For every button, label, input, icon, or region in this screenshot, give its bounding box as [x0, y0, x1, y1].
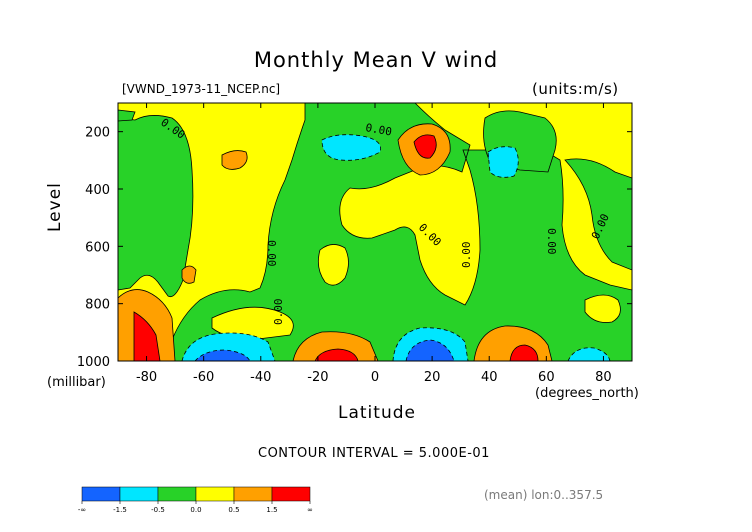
contour-interval: CONTOUR INTERVAL = 5.000E-01: [258, 446, 490, 461]
x-axis: -80 -60 -40 -20 0 20 40 60 80: [136, 103, 612, 385]
mean-info: (mean) lon:0..357.5: [484, 488, 604, 502]
y-tick-label: 200: [85, 126, 110, 141]
region-cyan-north-low: [567, 347, 611, 361]
y-tick-label: 600: [85, 240, 110, 255]
x-tick-label: -40: [250, 370, 271, 385]
colorbar-label: 1.5: [266, 506, 277, 514]
x-axis-label: Latitude: [338, 403, 416, 423]
contour-label: 0.00: [272, 299, 285, 326]
x-tick-label: -20: [307, 370, 328, 385]
y-axis-unit: (millibar): [47, 375, 106, 390]
colorbar-label: -0.5: [151, 506, 165, 514]
region-green-top-left: [118, 109, 136, 122]
region-green-east: [564, 158, 632, 271]
colorbar-swatch: [119, 486, 159, 502]
contour-label: 0.00: [545, 228, 558, 255]
x-tick-label: 60: [538, 370, 555, 385]
region-red-upper-tropics: [413, 134, 437, 159]
region-blue-south-mid: [194, 349, 251, 361]
region-yellow-island-east: [584, 294, 621, 323]
region-yellow-island-center: [317, 244, 349, 286]
region-orange-upper-south: [221, 150, 248, 170]
x-tick-label: 0: [371, 370, 379, 385]
colorbar-swatch: [233, 486, 273, 502]
chart-title: Monthly Mean V wind: [253, 48, 499, 72]
region-red-midlat-north: [509, 344, 539, 361]
region-orange-small-east: [181, 265, 197, 284]
region-cyan-upper-north: [487, 146, 519, 178]
contour-label: 0.00: [364, 121, 392, 138]
region-orange-subtropic-south: [292, 331, 379, 361]
y-tick-label: 400: [85, 183, 110, 198]
x-tick-label: 80: [595, 370, 612, 385]
colorbar-swatch: [271, 486, 311, 502]
region-red-subtropic-south: [314, 348, 359, 361]
y-tick-label: 800: [85, 298, 110, 313]
colorbar-swatch: [195, 486, 235, 502]
x-tick-label: 40: [481, 370, 498, 385]
y-axis: 200 400 600 800 1000: [77, 126, 632, 370]
region-blue-tropical-north: [405, 339, 455, 361]
colorbar-label: 0.5: [228, 506, 239, 514]
colorbar-label: 0.0: [190, 506, 201, 514]
contour-fill-layer: 0.00 0.00 0.00 0.00 0.00 0.00 0.00 0.00: [118, 103, 632, 361]
x-tick-label: -60: [193, 370, 214, 385]
region-red-south-high: [133, 311, 161, 361]
contour-label: 0.00: [265, 240, 278, 267]
colorbar-label: -∞: [78, 506, 86, 514]
x-tick-label: 20: [424, 370, 441, 385]
units-label: (units:m/s): [532, 80, 619, 98]
colorbar-label: ∞: [307, 506, 313, 514]
x-axis-unit: (degrees_north): [535, 386, 639, 401]
region-cyan-upper-eq: [321, 134, 381, 161]
colorbar-swatch: [157, 486, 197, 502]
y-tick-label: 1000: [77, 355, 110, 370]
contour-label: 0.00: [460, 242, 473, 269]
x-tick-label: -80: [136, 370, 157, 385]
region-green-south: [118, 115, 194, 298]
file-info: [VWND_1973-11_NCEP.nc]: [122, 82, 281, 96]
colorbar-swatch: [81, 486, 121, 502]
colorbar-label: -1.5: [113, 506, 127, 514]
colorbar-legend: -∞ -1.5 -0.5 0.0 0.5 1.5 ∞: [78, 486, 313, 514]
